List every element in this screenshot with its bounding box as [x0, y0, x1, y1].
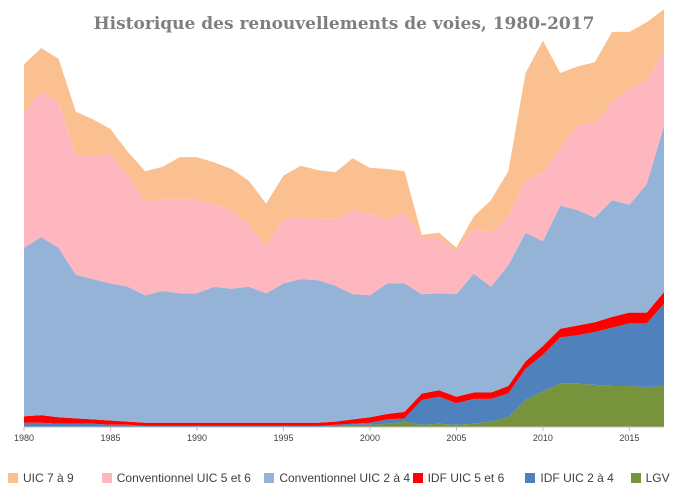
chart-title: Historique des renouvellements de voies,…: [93, 14, 595, 34]
legend-label: LGV: [645, 471, 670, 485]
legend-item: UIC 7 à 9: [8, 471, 102, 485]
legend-item: Conventionnel UIC 5 et 6: [101, 471, 265, 485]
legend-item: LGV: [630, 471, 688, 485]
x-tick-label: 1980: [14, 433, 34, 443]
x-tick-label: 2015: [619, 433, 639, 443]
legend-label: UIC 7 à 9: [23, 471, 74, 485]
area-series-3: [24, 125, 664, 423]
legend: UIC 7 à 9 Conventionnel UIC 5 et 6 Convent…: [8, 471, 688, 485]
area-series-4: [24, 50, 664, 296]
legend-label: Conventionnel UIC 5 et 6: [116, 471, 251, 485]
legend-swatch: [264, 473, 275, 483]
area-series-5: [24, 9, 664, 252]
legend-swatch: [412, 473, 423, 483]
legend-swatch: [8, 473, 18, 483]
legend-item: Conventionnel UIC 2 à 4: [264, 471, 412, 485]
area-series-2: [24, 292, 664, 426]
area-series-0: [24, 383, 664, 427]
legend-label: Conventionnel UIC 2 à 4: [279, 471, 411, 485]
x-tick-label: 1995: [273, 433, 293, 443]
x-axis-ticks: 1980 1985 1990 1995 2000 2005 2010 2015: [14, 427, 639, 443]
legend-label: IDF UIC 2 à 4: [540, 471, 614, 485]
x-tick-label: 2010: [533, 433, 553, 443]
area-series-1: [24, 303, 664, 427]
legend-swatch: [101, 473, 112, 483]
x-tick-label: 1985: [100, 433, 120, 443]
area-series-group: [24, 9, 664, 427]
legend-swatch: [525, 473, 536, 483]
legend-item: IDF UIC 5 et 6: [412, 471, 526, 485]
legend-swatch: [630, 473, 641, 483]
x-tick-label: 1990: [187, 433, 207, 443]
legend-label: IDF UIC 5 et 6: [427, 471, 505, 485]
legend-item: IDF UIC 2 à 4: [525, 471, 630, 485]
x-tick-label: 2005: [446, 433, 466, 443]
x-tick-label: 2000: [360, 433, 380, 443]
